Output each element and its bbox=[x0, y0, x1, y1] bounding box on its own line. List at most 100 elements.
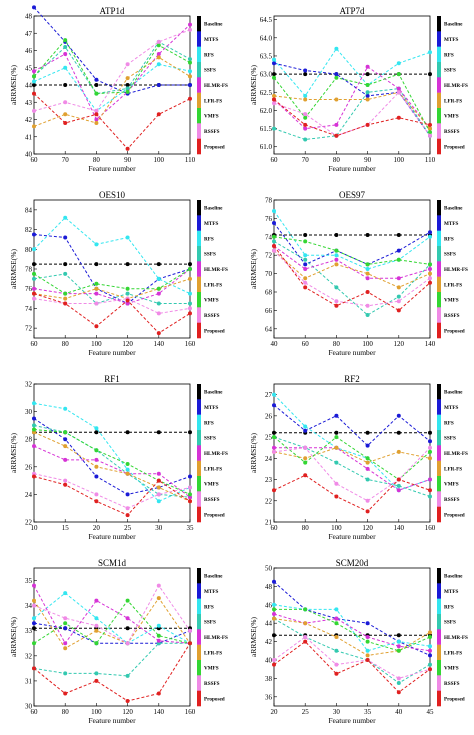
y-tick-label: 22 bbox=[265, 497, 273, 505]
data-point-mtfs bbox=[188, 474, 192, 479]
x-tick-label: 140 bbox=[394, 524, 405, 532]
data-point-baseline bbox=[303, 233, 308, 237]
data-point-proposed bbox=[334, 671, 339, 676]
data-point-rssfs bbox=[94, 108, 99, 113]
legend-swatch-vmfs bbox=[437, 476, 441, 492]
data-point-rfs bbox=[272, 602, 276, 607]
data-point-mtfs bbox=[188, 83, 192, 87]
data-point-rssfs bbox=[188, 306, 192, 311]
series-line-vmfs bbox=[33, 268, 191, 295]
y-tick-label: 31 bbox=[25, 677, 33, 685]
series-line-proposed bbox=[273, 474, 431, 513]
y-tick-label: 84 bbox=[25, 206, 33, 214]
data-point-rssfs bbox=[156, 492, 161, 497]
data-point-lfr-fs bbox=[63, 296, 68, 301]
data-point-rfs bbox=[32, 247, 36, 252]
data-point-ssfs bbox=[396, 294, 401, 299]
legend-label-proposed: Proposed bbox=[204, 512, 225, 518]
data-point-rfs bbox=[188, 69, 192, 74]
data-point-hlmr-fs bbox=[156, 471, 161, 476]
legend-swatch-proposed bbox=[437, 138, 441, 155]
series-line-hlmr-fs bbox=[33, 24, 191, 121]
data-point-baseline bbox=[63, 83, 68, 87]
legend-label-lfr-fs: LFR-FS bbox=[204, 98, 222, 104]
data-point-proposed bbox=[365, 509, 370, 514]
legend-swatch-rfs bbox=[197, 414, 201, 431]
legend-swatch-lfr-fs bbox=[197, 92, 201, 109]
data-point-baseline bbox=[334, 430, 339, 435]
series-line-mtfs bbox=[273, 222, 431, 266]
data-point-ssfs bbox=[396, 483, 401, 488]
data-point-vmfs bbox=[125, 598, 130, 603]
series-line-hlmr-fs bbox=[33, 585, 191, 645]
series-line-proposed bbox=[33, 93, 191, 150]
legend-label-rfs: RFS bbox=[204, 420, 214, 426]
x-tick-label: 25 bbox=[302, 708, 310, 716]
y-tick-label: 33 bbox=[25, 627, 33, 635]
data-point-mtfs bbox=[334, 72, 339, 77]
data-point-lfr-fs bbox=[188, 276, 192, 281]
legend-label-mtfs: MTFS bbox=[204, 221, 219, 227]
series-line-rfs bbox=[33, 592, 191, 644]
data-point-rfs bbox=[63, 591, 68, 596]
legend-swatch-baseline bbox=[437, 568, 441, 584]
legend-swatch-hlmr-fs bbox=[437, 629, 441, 645]
y-tick-label: 76 bbox=[265, 215, 273, 223]
data-point-rfs bbox=[272, 57, 276, 62]
data-point-proposed bbox=[94, 499, 99, 504]
data-point-lfr-fs bbox=[303, 97, 308, 102]
series-line-hlmr-fs bbox=[273, 245, 431, 279]
data-point-proposed bbox=[125, 699, 130, 703]
data-point-lfr-fs bbox=[396, 449, 401, 454]
data-point-ssfs bbox=[188, 301, 192, 306]
data-point-rfs bbox=[272, 209, 276, 213]
data-point-vmfs bbox=[32, 427, 36, 432]
legend-swatch-rssfs bbox=[197, 491, 201, 507]
data-point-vmfs bbox=[334, 621, 339, 626]
data-point-ssfs bbox=[63, 671, 68, 676]
x-tick-label: 60 bbox=[271, 156, 279, 164]
data-point-lfr-fs bbox=[334, 445, 339, 450]
data-point-mtfs bbox=[272, 403, 276, 408]
x-tick-label: 110 bbox=[425, 156, 436, 164]
y-axis-label: aRRMSE(%) bbox=[249, 65, 258, 106]
legend-label-ssfs: SSFS bbox=[444, 436, 456, 442]
data-point-rssfs bbox=[125, 641, 130, 646]
data-point-rfs bbox=[63, 65, 68, 70]
data-point-mtfs bbox=[94, 474, 99, 479]
y-tick-label: 48 bbox=[265, 583, 273, 591]
data-point-vmfs bbox=[365, 262, 370, 267]
legend-label-mtfs: MTFS bbox=[444, 405, 459, 411]
data-point-rfs bbox=[334, 607, 339, 612]
data-point-baseline bbox=[334, 233, 339, 237]
data-point-hlmr-fs bbox=[63, 641, 68, 646]
y-tick-label: 40 bbox=[25, 151, 33, 159]
data-point-mtfs bbox=[272, 221, 276, 225]
legend-swatch-rssfs bbox=[437, 675, 441, 691]
data-point-rfs bbox=[94, 242, 99, 247]
data-point-rfs bbox=[188, 291, 192, 296]
data-point-lfr-fs bbox=[63, 646, 68, 651]
data-point-hlmr-fs bbox=[272, 445, 276, 450]
data-point-vmfs bbox=[396, 648, 401, 653]
series-line-rfs bbox=[33, 217, 191, 295]
x-tick-label: 100 bbox=[91, 708, 102, 716]
chart-title: SCM20d bbox=[336, 558, 369, 568]
data-point-baseline bbox=[125, 83, 130, 87]
legend-swatch-vmfs bbox=[197, 292, 201, 308]
data-point-baseline bbox=[365, 233, 370, 237]
data-point-mtfs bbox=[303, 428, 308, 433]
data-point-proposed bbox=[63, 691, 68, 696]
series-line-rssfs bbox=[33, 473, 191, 509]
y-tick-label: 41 bbox=[25, 133, 33, 141]
series-line-ssfs bbox=[273, 436, 431, 497]
x-axis-label: Feature number bbox=[328, 348, 376, 357]
y-tick-label: 34 bbox=[25, 602, 33, 610]
data-point-rfs bbox=[125, 235, 130, 240]
data-point-hlmr-fs bbox=[396, 276, 401, 281]
legend-label-hlmr-fs: HLMR-FS bbox=[204, 635, 228, 641]
data-point-lfr-fs bbox=[156, 596, 161, 601]
series-line-hlmr-fs bbox=[274, 447, 431, 491]
legend-swatch-lfr-fs bbox=[437, 644, 441, 661]
